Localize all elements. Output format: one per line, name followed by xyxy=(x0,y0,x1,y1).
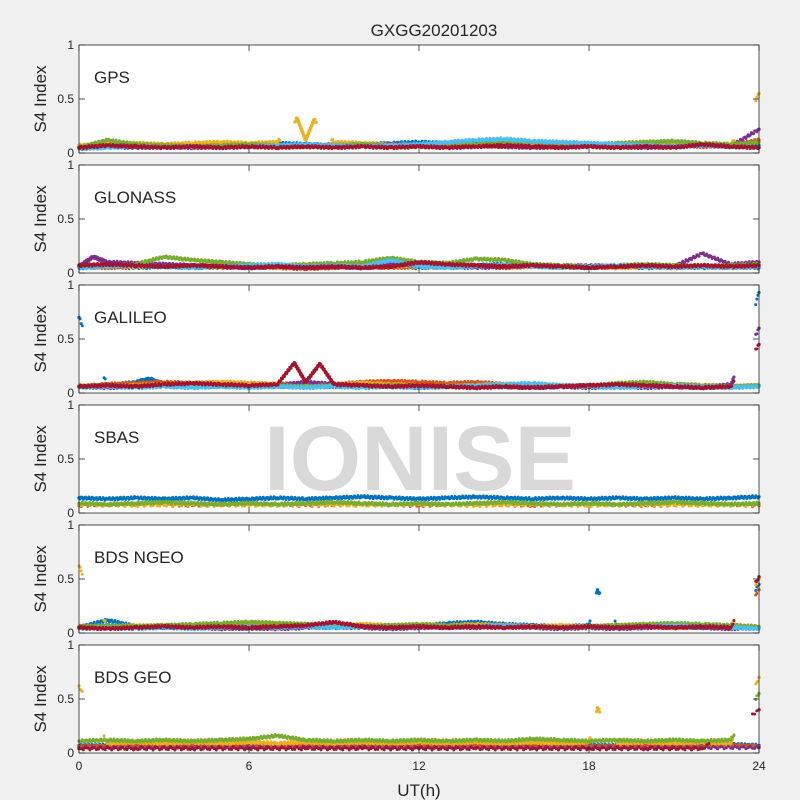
data-point xyxy=(312,121,315,124)
data-point xyxy=(755,96,758,99)
data-point xyxy=(309,127,312,130)
plot-area xyxy=(79,45,759,153)
data-point xyxy=(754,99,757,102)
data-point xyxy=(752,132,755,135)
data-point xyxy=(313,118,316,121)
panel-label: GPS xyxy=(94,68,130,87)
figure-title: GXGG20201203 xyxy=(371,21,498,40)
y-tick-label: 0.5 xyxy=(57,92,74,106)
y-axis-label: S4 Index xyxy=(31,65,50,133)
data-point xyxy=(315,121,318,124)
data-point xyxy=(331,138,334,141)
y-tick-label: 1 xyxy=(67,38,74,52)
data-point xyxy=(278,139,281,142)
